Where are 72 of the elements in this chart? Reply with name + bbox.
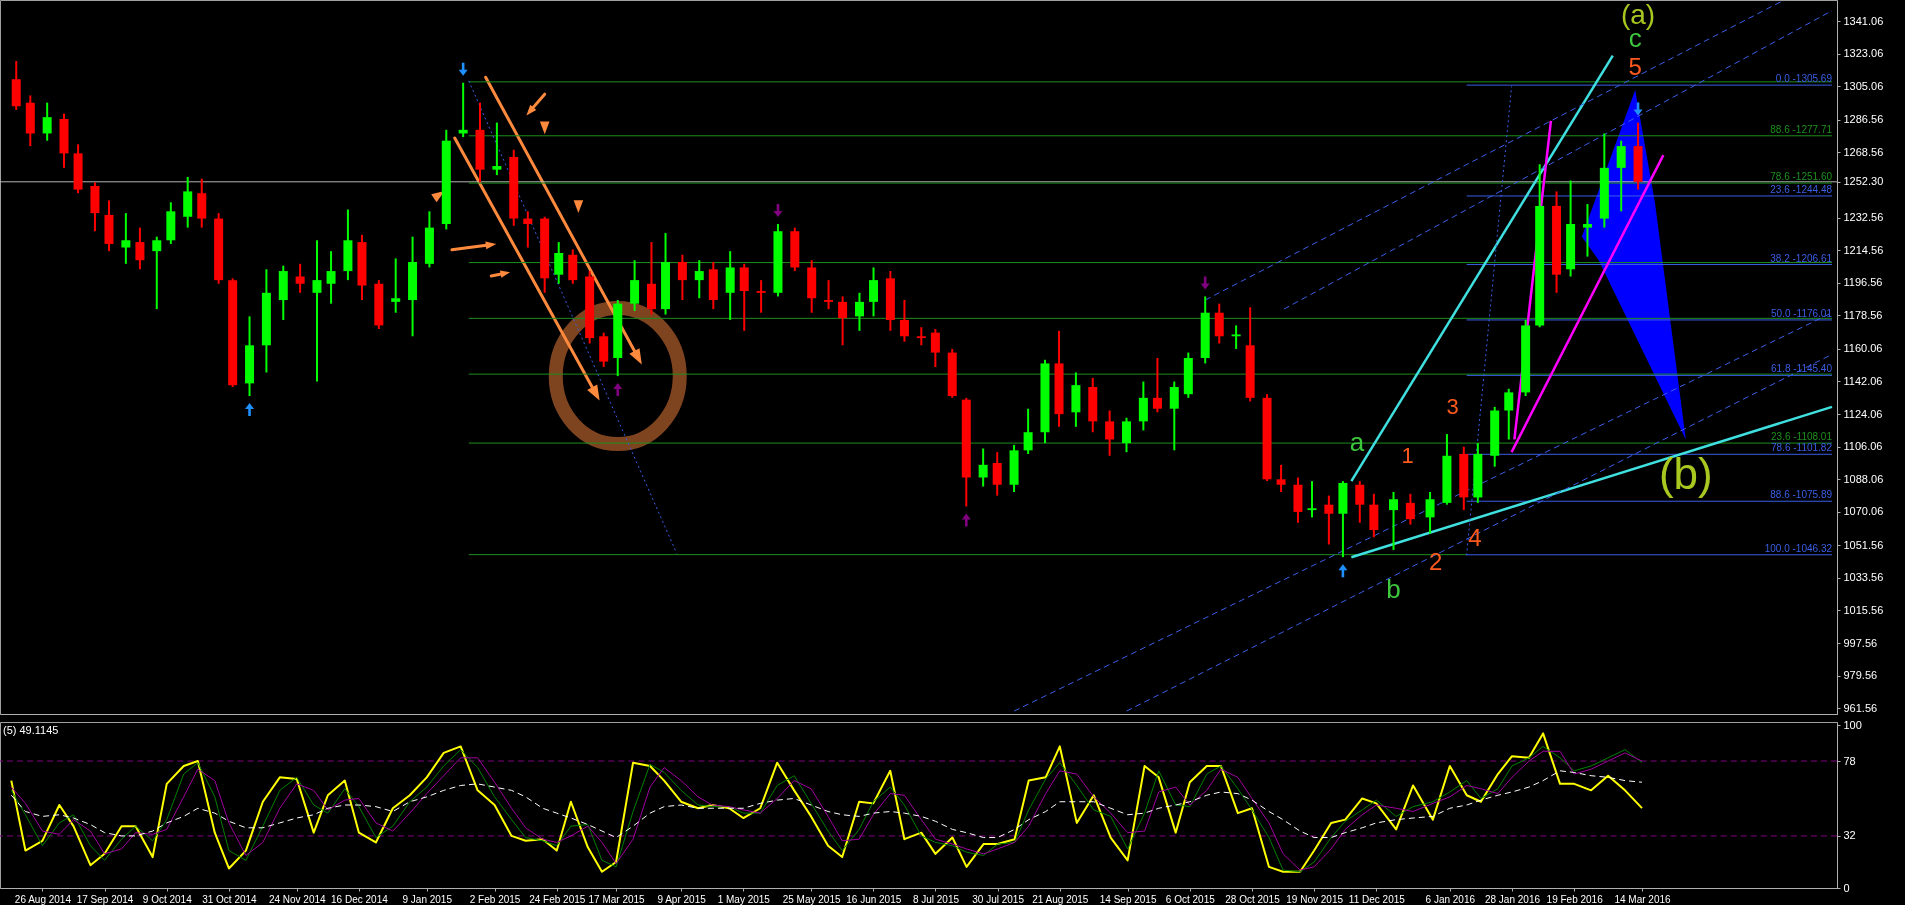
y-tick-label: 1070.06 [1843,505,1884,518]
y-tick-label: 1268.56 [1843,145,1884,158]
x-tick-label: 6 Jan 2016 [1425,893,1476,905]
series-label: 61.8 -1145.40 [1771,363,1833,375]
y-tick-label: 1033.56 [1843,571,1884,584]
annotation: 1 [1401,442,1414,468]
x-tick-label: 16 Dec 2014 [331,893,389,905]
x-tick-label: 6 Oct 2015 [1165,893,1216,905]
series-label: 88.6 -1277.71 [1770,123,1833,135]
annotation: (5) 49.1145 [3,724,59,736]
x-tick-label: 24 Feb 2015 [529,893,586,905]
y-tick-label: 1142.06 [1843,374,1883,387]
x-tick-label: 17 Mar 2015 [588,893,646,905]
x-tick-label: 28 Jan 2016 [1484,893,1541,905]
annotation: 4 [1468,524,1482,552]
y-tick-label: 1214.56 [1843,243,1884,256]
annotation: b [1386,573,1401,604]
series-label: 23.6 -1244.48 [1770,183,1833,195]
y-tick-label: 997.56 [1843,636,1878,649]
x-tick-label: 16 Jun 2015 [846,893,902,905]
series-label: 50.0 -1176.01 [1771,307,1833,319]
y-tick-label: 100 [1843,718,1862,731]
y-tick-label: 32 [1843,829,1856,842]
x-tick-label: 2 Feb 2015 [469,893,521,905]
x-tick-label: 30 Jul 2015 [972,893,1025,905]
x-tick-label: 21 Aug 2015 [1032,893,1089,905]
x-tick-label: 8 Jul 2015 [912,893,960,905]
annotation: 5 [1628,53,1642,81]
y-tick-label: 1124.06 [1843,407,1883,420]
y-tick-label: 979.56 [1843,669,1878,682]
y-tick-label: 1160.06 [1843,342,1883,355]
y-tick-label: 1015.56 [1843,603,1884,616]
x-tick-label: 19 Nov 2015 [1286,893,1344,905]
annotation: a [1349,427,1365,458]
x-tick-label: 19 Feb 2016 [1546,893,1604,905]
x-tick-label: 26 Aug 2014 [14,893,72,905]
x-tick-label: 14 Sep 2015 [1099,893,1157,905]
y-tick-label: 0 [1843,881,1850,894]
annotation: (b) [1658,448,1713,498]
x-tick-label: 9 Apr 2015 [657,893,707,905]
y-tick-label: 1232.56 [1843,211,1884,224]
y-tick-label: 1341.06 [1843,14,1884,27]
series-label: 78.6 -1101.82 [1771,442,1833,454]
x-tick-label: 17 Sep 2014 [76,893,134,905]
x-tick-label: 28 Oct 2015 [1225,893,1281,905]
y-tick-label: 1323.06 [1843,47,1884,60]
x-tick-label: 1 May 2015 [717,893,771,905]
series-label: 38.2 -1206.61 [1770,252,1833,264]
y-tick-label: 1196.56 [1843,276,1883,289]
series-label: 78.6 -1251.60 [1770,171,1833,183]
y-tick-label: 1286.56 [1843,113,1884,126]
series-label: 88.6 -1075.89 [1770,489,1833,501]
series-label: 23.6 -1108.01 [1771,431,1833,443]
x-tick-label: 11 Dec 2015 [1348,893,1406,905]
y-tick-label: 1178.56 [1843,308,1883,321]
y-tick-label: 1088.06 [1843,472,1884,485]
y-tick-label: 78 [1843,754,1856,767]
series-label: 100.0 -1046.32 [1764,542,1833,554]
y-tick-label: 1305.06 [1843,79,1884,92]
x-tick-label: 25 May 2015 [782,893,841,905]
y-tick-label: 1051.56 [1843,538,1884,551]
x-tick-label: 24 Nov 2014 [268,893,327,905]
y-tick-label: 1106.06 [1843,440,1883,453]
y-tick-label: 961.56 [1843,701,1878,714]
series-label: 0.0 -1305.69 [1775,73,1833,85]
annotation: 2 [1429,547,1443,575]
x-tick-label: 14 Mar 2016 [1614,893,1671,905]
annotation: 3 [1446,393,1459,419]
x-tick-label: 9 Oct 2014 [142,893,193,905]
x-tick-label: 9 Jan 2015 [402,893,453,905]
y-tick-label: 1252.30 [1843,175,1884,188]
x-tick-label: 31 Oct 2014 [202,893,258,905]
